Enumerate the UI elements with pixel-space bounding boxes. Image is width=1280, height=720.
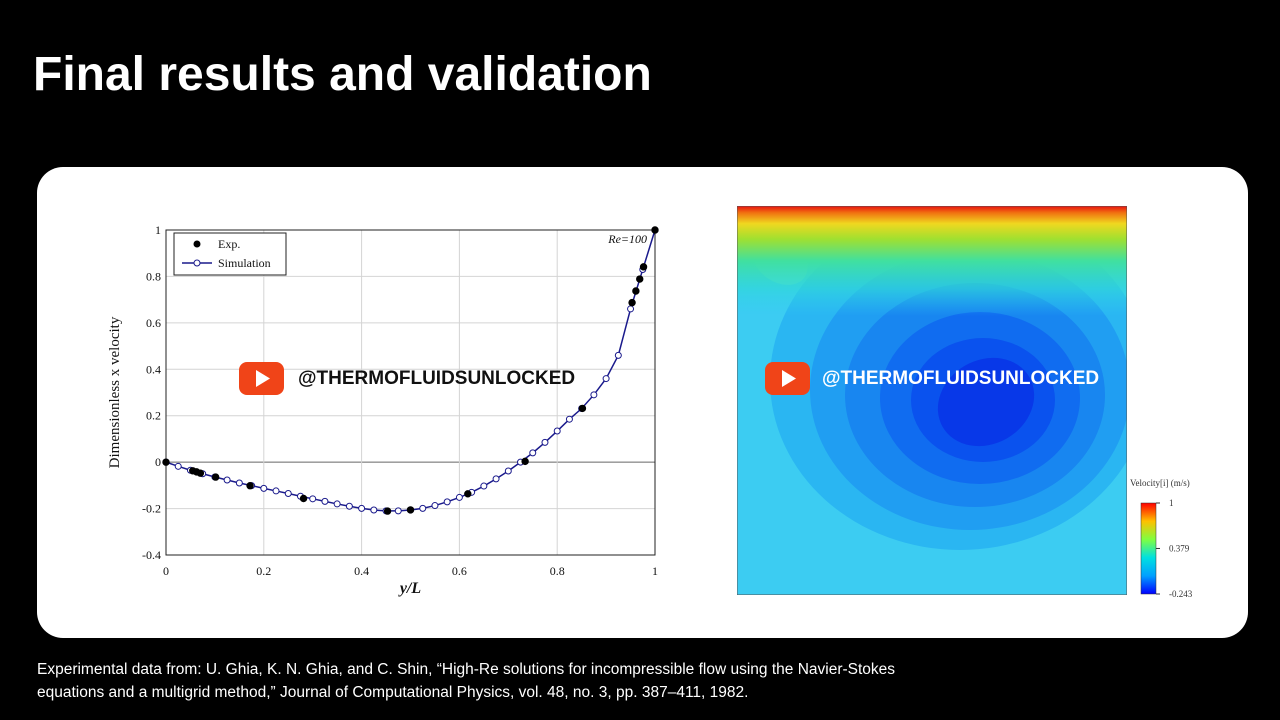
data-point: [553, 427, 561, 435]
data-point: [628, 298, 636, 307]
watermark-text: @THERMOFLUIDSUNLOCKED: [822, 368, 1099, 389]
data-point: [223, 476, 231, 484]
legend-marker: [193, 240, 201, 248]
data-point: [639, 263, 648, 271]
y-tick-label: 0.6: [146, 316, 161, 330]
x-tick-label: 0: [163, 564, 169, 578]
slide-title: Final results and validation: [33, 48, 652, 101]
data-point: [614, 351, 622, 359]
legend-label: Exp.: [218, 237, 240, 251]
data-point: [419, 504, 427, 512]
data-point: [578, 404, 587, 413]
y-tick-label: 0.4: [146, 362, 161, 376]
legend-box: [173, 232, 287, 276]
colorbar-tick-label: -0.243: [1169, 589, 1193, 599]
contour-fill: [937, 357, 1035, 447]
data-point: [370, 506, 378, 514]
data-point: [333, 500, 341, 508]
data-point: [211, 473, 220, 481]
x-tick-label: 0.2: [256, 564, 271, 578]
data-point: [541, 438, 549, 446]
watermark: @THERMOFLUIDSUNLOCKED @THERMOFLUIDSUNLOC…: [239, 362, 1099, 395]
data-point: [284, 489, 292, 497]
contour-plot: [737, 206, 1127, 595]
data-point: [492, 475, 500, 483]
x-tick-label: 0.8: [550, 564, 565, 578]
data-point: [602, 375, 610, 383]
citation: equations and a multigrid method,” Journ…: [37, 684, 748, 701]
data-point: [590, 391, 598, 399]
data-point: [464, 490, 472, 498]
x-axis-label: y/L: [398, 580, 422, 597]
y-tick-label: -0.2: [142, 502, 161, 516]
data-point: [309, 495, 317, 503]
data-point: [162, 458, 170, 466]
data-point: [627, 305, 635, 313]
data-point: [504, 467, 512, 475]
y-tick-label: 0: [155, 455, 161, 469]
data-point: [246, 482, 254, 490]
colorbar-title: Velocity[i] (m/s): [1130, 478, 1190, 488]
data-point: [632, 287, 640, 295]
legend-marker: [193, 259, 201, 267]
legend-label: Simulation: [218, 256, 271, 270]
play-icon: [256, 370, 270, 387]
play-icon: [782, 370, 796, 387]
data-point: [358, 504, 366, 512]
colorbar-tick-label: 1: [1169, 498, 1174, 508]
data-point: [345, 502, 353, 510]
data-point: [443, 498, 451, 506]
y-axis-label: Dimensionless x velocity: [107, 316, 123, 468]
citation: Experimental data from: U. Ghia, K. N. G…: [37, 661, 895, 678]
y-tick-label: 0.2: [146, 409, 161, 423]
data-point: [235, 479, 243, 487]
colorbar: [1140, 502, 1157, 595]
y-tick-label: 0.8: [146, 269, 161, 283]
data-point: [174, 462, 182, 470]
contour-fill: [737, 206, 1127, 316]
data-point: [529, 449, 537, 457]
data-point: [394, 507, 402, 515]
data-point: [299, 494, 308, 503]
data-point: [651, 226, 659, 234]
data-point: [406, 506, 415, 514]
plot-frame: [165, 229, 656, 556]
x-tick-label: 0.6: [452, 564, 467, 578]
x-tick-label: 1: [652, 564, 658, 578]
data-point: [565, 415, 573, 423]
annotation: Re=100: [607, 232, 647, 246]
data-point: [521, 457, 529, 466]
x-tick-label: 0.4: [354, 564, 369, 578]
data-point: [431, 502, 439, 510]
data-point: [455, 493, 463, 501]
data-point: [636, 275, 644, 283]
data-point: [480, 482, 488, 490]
data-point: [272, 487, 280, 495]
y-tick-label: -0.4: [142, 548, 161, 562]
data-point: [196, 469, 205, 477]
watermark-text: @THERMOFLUIDSUNLOCKED: [298, 368, 575, 389]
y-tick-label: 1: [155, 223, 161, 237]
data-point: [383, 507, 392, 515]
colorbar-tick-label: 0.379: [1169, 543, 1190, 553]
data-point: [321, 497, 329, 505]
data-point: [260, 484, 268, 492]
